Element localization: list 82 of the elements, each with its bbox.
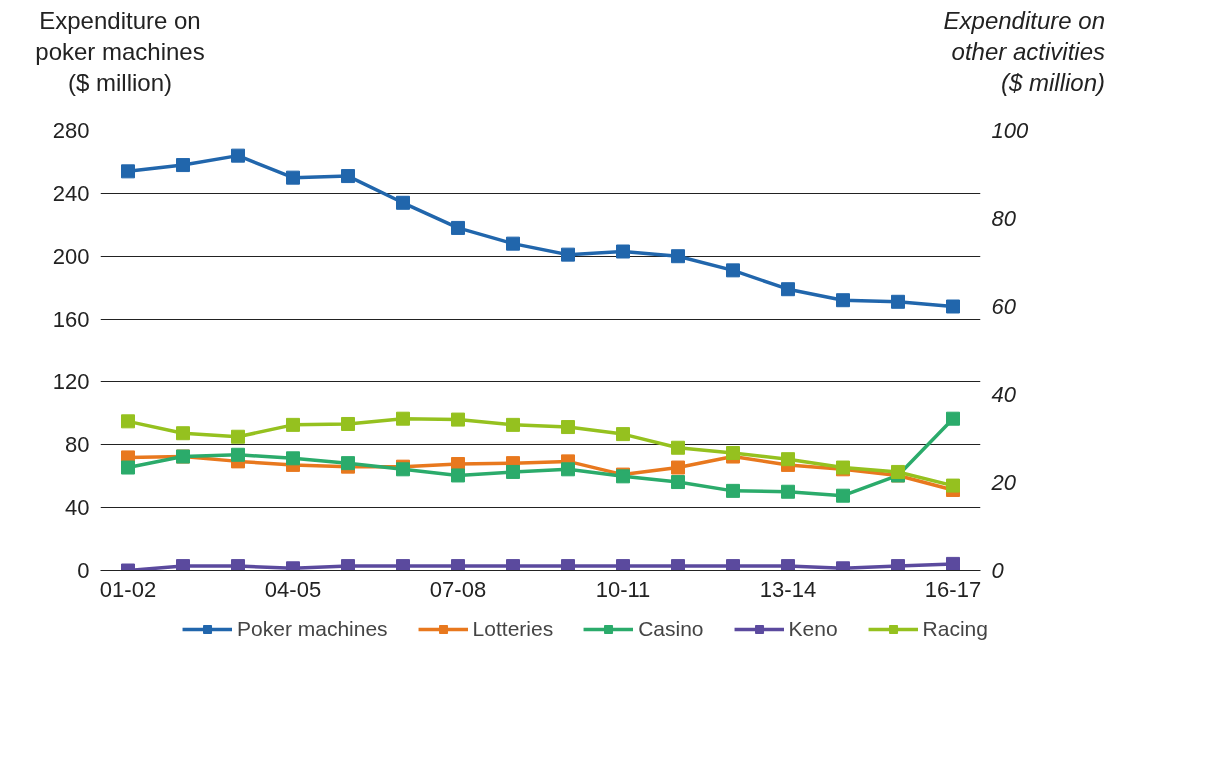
point xyxy=(561,420,575,435)
point xyxy=(891,559,905,571)
y2-tick-label: 60 xyxy=(991,294,1017,319)
y2-tick-label: 100 xyxy=(991,118,1029,143)
point xyxy=(891,464,905,479)
point xyxy=(451,559,465,571)
point xyxy=(671,249,685,264)
point xyxy=(451,468,465,483)
point xyxy=(451,220,465,235)
point xyxy=(561,462,575,477)
point xyxy=(671,475,685,490)
point xyxy=(121,414,135,429)
point xyxy=(396,195,410,210)
point xyxy=(891,294,905,309)
y-axis-title: Expenditure on poker machines ($ million) xyxy=(35,6,205,98)
point xyxy=(451,412,465,427)
y2-tick-label: 40 xyxy=(991,382,1017,407)
point xyxy=(286,451,300,466)
point xyxy=(176,158,190,173)
x-tick-label: 10-11 xyxy=(595,576,651,602)
point xyxy=(506,417,520,432)
point xyxy=(286,417,300,432)
point xyxy=(616,244,630,259)
y-tick-label: 0 xyxy=(77,558,90,583)
point xyxy=(726,483,740,498)
point xyxy=(726,559,740,571)
point xyxy=(121,164,135,179)
point xyxy=(781,452,795,467)
point xyxy=(781,484,795,499)
y-tick-label: 160 xyxy=(52,306,90,332)
point xyxy=(396,559,410,571)
point xyxy=(836,488,850,503)
point xyxy=(946,556,960,571)
point xyxy=(671,460,685,475)
point xyxy=(781,559,795,571)
point xyxy=(121,460,135,475)
point xyxy=(341,559,355,571)
point xyxy=(506,559,520,571)
y2-axis-title: Expenditure on other activities ($ million) xyxy=(943,6,1105,98)
point xyxy=(506,464,520,479)
point xyxy=(836,293,850,308)
point xyxy=(781,282,795,297)
point xyxy=(176,426,190,441)
point xyxy=(946,299,960,314)
legend-label: Keno xyxy=(788,617,838,641)
x-tick-label: 01-02 xyxy=(99,576,157,602)
point xyxy=(506,236,520,251)
legend-label: Lotteries xyxy=(472,617,554,641)
point xyxy=(341,169,355,184)
point xyxy=(286,170,300,185)
point xyxy=(396,411,410,426)
y2-tick-label: 20 xyxy=(990,470,1017,495)
legend-label: Casino xyxy=(638,617,704,641)
y-tick-label: 80 xyxy=(65,432,90,458)
x-tick-label: 07-08 xyxy=(429,576,487,602)
point xyxy=(616,427,630,442)
point xyxy=(671,559,685,571)
point xyxy=(231,447,245,462)
legend-label: Racing xyxy=(922,617,988,641)
y2-tick-label: 0 xyxy=(991,558,1005,583)
point xyxy=(946,478,960,493)
point xyxy=(616,559,630,571)
x-tick-label: 04-05 xyxy=(264,576,322,602)
y-tick-label: 120 xyxy=(52,369,90,395)
x-tick-label: 16-17 xyxy=(924,576,982,602)
y-tick-label: 200 xyxy=(52,243,90,269)
y-tick-label: 280 xyxy=(52,118,90,143)
point xyxy=(231,429,245,444)
point xyxy=(671,440,685,455)
point xyxy=(176,559,190,571)
point xyxy=(561,559,575,571)
point xyxy=(946,411,960,426)
point xyxy=(561,247,575,262)
point xyxy=(231,148,245,163)
point xyxy=(231,559,245,571)
x-tick-label: 13-14 xyxy=(759,576,817,602)
point xyxy=(726,263,740,278)
legend-label: Poker machines xyxy=(237,617,388,641)
point xyxy=(341,416,355,431)
y-tick-label: 240 xyxy=(52,180,90,206)
y-tick-label: 40 xyxy=(65,495,90,521)
y2-tick-label: 80 xyxy=(991,206,1017,231)
